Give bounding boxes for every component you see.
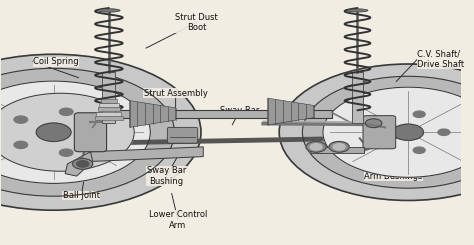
Circle shape (438, 129, 450, 135)
Circle shape (393, 124, 423, 140)
Text: Ball Joint: Ball Joint (63, 191, 100, 200)
Circle shape (59, 108, 73, 115)
Ellipse shape (98, 9, 120, 12)
Circle shape (329, 142, 349, 152)
Text: Lower Control
Arm Bushings: Lower Control Arm Bushings (365, 161, 423, 181)
Bar (96, 112, 121, 116)
Circle shape (0, 68, 174, 196)
Text: Sway Bar: Sway Bar (220, 106, 260, 115)
Circle shape (77, 161, 89, 167)
Bar (102, 110, 332, 118)
FancyBboxPatch shape (167, 127, 198, 143)
FancyBboxPatch shape (363, 116, 396, 149)
Circle shape (333, 144, 345, 150)
Polygon shape (65, 152, 93, 176)
Circle shape (323, 87, 474, 177)
Circle shape (0, 81, 150, 184)
Circle shape (14, 141, 27, 148)
Text: Coil Spring: Coil Spring (33, 57, 79, 66)
Bar (311, 147, 365, 153)
Text: Sway Bar
Bushing: Sway Bar Bushing (147, 166, 186, 186)
Circle shape (373, 140, 385, 147)
Bar (102, 72, 115, 122)
Text: Strut Dust
Boot: Strut Dust Boot (175, 13, 218, 32)
Text: C.V. Shaft/
Drive Shaft: C.V. Shaft/ Drive Shaft (417, 49, 465, 69)
Polygon shape (91, 147, 203, 161)
Polygon shape (129, 101, 176, 127)
Ellipse shape (347, 9, 368, 12)
Polygon shape (268, 98, 314, 125)
Circle shape (0, 93, 134, 171)
Circle shape (59, 149, 73, 156)
Text: Spindle/
Steering
Knuckle: Spindle/ Steering Knuckle (5, 103, 41, 133)
Circle shape (36, 123, 71, 141)
Circle shape (302, 76, 474, 188)
Bar (99, 103, 118, 107)
Circle shape (88, 129, 101, 136)
Circle shape (279, 64, 474, 200)
Bar (98, 107, 120, 111)
FancyBboxPatch shape (74, 113, 107, 152)
Bar (100, 99, 117, 102)
Circle shape (413, 147, 425, 153)
Circle shape (413, 111, 425, 117)
Circle shape (73, 159, 93, 169)
Circle shape (310, 144, 322, 150)
Text: Strut Assembly: Strut Assembly (144, 89, 208, 98)
Text: Lower Control
Arm: Lower Control Arm (149, 210, 207, 230)
Bar (95, 116, 123, 120)
Circle shape (14, 116, 27, 123)
Circle shape (306, 142, 326, 152)
Circle shape (365, 119, 382, 128)
Bar (352, 72, 364, 122)
Circle shape (373, 118, 385, 124)
Circle shape (0, 54, 201, 210)
